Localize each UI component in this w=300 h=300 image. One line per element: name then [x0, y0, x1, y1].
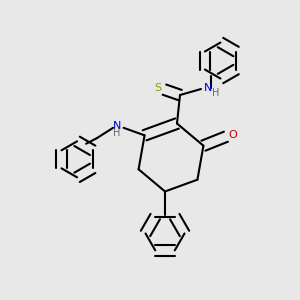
Text: H: H — [212, 88, 219, 98]
Text: S: S — [154, 83, 161, 93]
Text: N: N — [204, 83, 213, 93]
Text: O: O — [228, 130, 237, 140]
Text: H: H — [113, 128, 121, 138]
Text: N: N — [113, 121, 121, 131]
